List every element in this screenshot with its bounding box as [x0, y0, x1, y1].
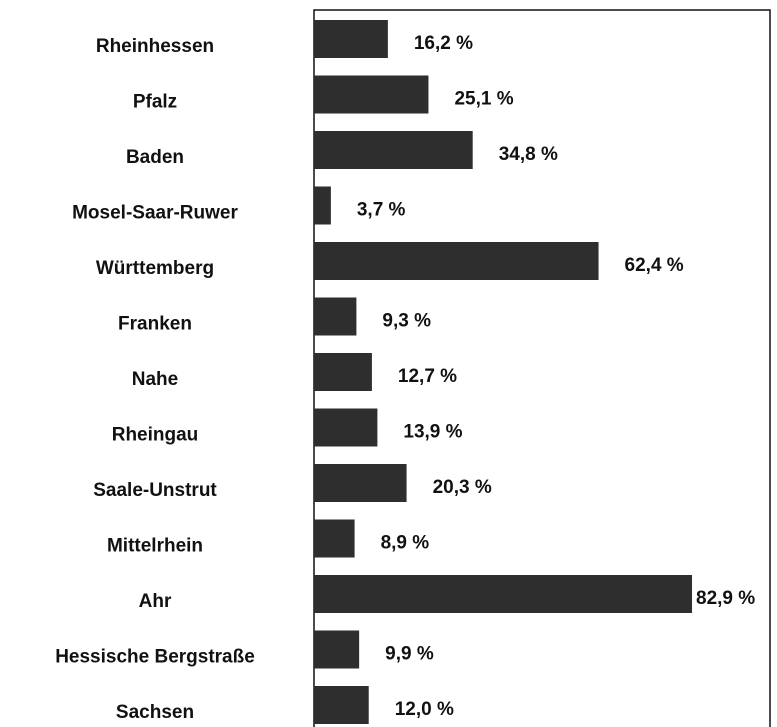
category-label: Pfalz — [133, 92, 177, 113]
bar — [314, 297, 357, 336]
category-label: Nahe — [132, 369, 178, 390]
value-label: 13,9 % — [403, 422, 462, 443]
category-label: Franken — [118, 314, 192, 335]
plot-frame — [313, 9, 771, 727]
bar — [314, 75, 429, 114]
value-label: 9,9 % — [385, 644, 434, 665]
category-label: Saale-Unstrut — [93, 480, 217, 501]
value-label: 34,8 % — [499, 144, 558, 165]
category-label: Ahr — [139, 591, 172, 612]
bar — [314, 20, 388, 58]
bar — [314, 464, 407, 502]
value-label: 12,7 % — [398, 366, 457, 387]
value-label: 3,7 % — [357, 200, 406, 221]
bar — [314, 408, 378, 447]
value-label: 9,3 % — [382, 311, 431, 332]
bar — [314, 686, 369, 724]
value-label: 20,3 % — [433, 477, 492, 498]
value-label: 62,4 % — [625, 255, 684, 276]
category-label: Mosel-Saar-Ruwer — [72, 203, 238, 224]
bar — [314, 575, 693, 613]
value-label: 12,0 % — [395, 699, 454, 720]
bar — [314, 353, 372, 391]
category-label: Baden — [126, 147, 184, 168]
bar — [314, 186, 331, 225]
value-label: 82,9 % — [696, 588, 755, 609]
category-label: Württemberg — [96, 258, 214, 279]
bar — [314, 630, 360, 669]
bar — [314, 242, 599, 280]
bar — [314, 519, 355, 558]
value-label: 16,2 % — [414, 33, 473, 54]
category-label: Mittelrhein — [107, 536, 203, 557]
category-label: Rheinhessen — [96, 36, 214, 57]
value-label: 25,1 % — [454, 89, 513, 110]
value-label: 8,9 % — [381, 533, 430, 554]
bar — [314, 131, 473, 169]
category-label: Hessische Bergstraße — [55, 647, 255, 668]
category-label: Rheingau — [112, 425, 199, 446]
category-label: Sachsen — [116, 702, 194, 723]
